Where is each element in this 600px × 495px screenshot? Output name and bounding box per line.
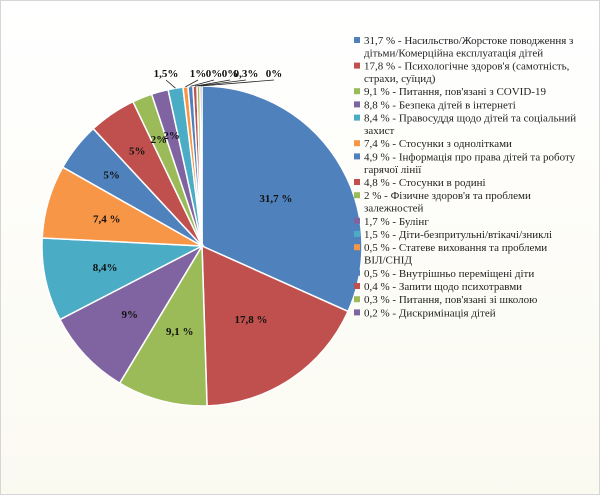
legend-entry: 9,1 % - Питання, пов'язані з COVID-19 <box>364 86 546 98</box>
legend-swatch <box>354 192 360 199</box>
pie-slice <box>118 243 208 407</box>
data-label: 0% <box>222 68 239 80</box>
legend-swatch <box>354 309 360 316</box>
legend-entry: 8,4 % - Правосуддя щодо дітей та соціаль… <box>364 113 576 137</box>
legend-entry: 8,8 % - Безпека дітей в інтернеті <box>364 99 516 111</box>
legend-entry: 4,8 % - Стосунки в родині <box>364 177 486 189</box>
data-label: 2% <box>163 130 180 142</box>
legend: 31,7 % - Насильство/Жорстоке поводження … <box>354 35 576 319</box>
data-label: 7,4 % <box>93 213 121 225</box>
legend-entry: 17,8 % - Психологічне здоров'я (самотніс… <box>364 61 570 85</box>
legend-entry: 0,2 % - Дискримінація дітей <box>364 307 496 319</box>
data-label: 5% <box>103 170 120 182</box>
data-label: 1,5% <box>154 68 179 80</box>
legend-entry: 0,4 % - Запити щодо психотравми <box>364 281 522 293</box>
legend-entry: 0,5 % - Статеве виховання та проблеми ВІЛ… <box>364 242 547 266</box>
data-label: 1% <box>190 68 207 80</box>
legend-entry: 1,7 % - Булінг <box>364 216 429 228</box>
legend-entry: 0,5 % - Внутрішньо переміщені діти <box>364 268 534 280</box>
leader-line <box>198 79 247 87</box>
leader-lines <box>165 79 275 89</box>
leader-line <box>200 79 275 87</box>
data-label: 17,8 % <box>235 314 268 326</box>
pie-slice <box>201 244 350 407</box>
leader-line <box>165 79 176 89</box>
legend-entry: 4,9 % - Інформація про права дітей та ро… <box>364 151 576 175</box>
legend-swatch <box>354 62 360 69</box>
legend-swatch <box>354 37 360 43</box>
legend-swatch <box>354 231 360 237</box>
data-label: 0,3% <box>234 68 259 80</box>
legend-swatch <box>354 88 360 95</box>
data-label: 9% <box>121 309 138 321</box>
pie-slices <box>41 85 363 407</box>
legend-entry: 7,4 % - Стосунки з однолітками <box>364 138 512 150</box>
legend-swatch <box>354 153 360 160</box>
legend-swatch <box>354 179 360 185</box>
leader-line <box>194 79 231 87</box>
legend-swatch <box>354 269 360 276</box>
data-label: 31,7 % <box>259 193 292 205</box>
data-labels: 31,7 % 17,8 % 9,1 % 9% 8,4% 7,4 % 5% 5% 2%2% 1,5%… <box>93 68 293 338</box>
legend-swatch <box>354 114 360 121</box>
legend-entry: 31,7 % - Насильство/Жорстоке поводження … <box>364 35 573 59</box>
leader-line <box>185 79 199 88</box>
data-label: 9,1 % <box>166 326 194 338</box>
legend-swatch <box>354 101 360 108</box>
legend-swatch <box>354 244 360 251</box>
pie-slice <box>58 244 205 385</box>
legend-swatch <box>354 296 360 303</box>
legend-entry: 1,5 % - Діти-безпритульні/втікачі/зниклі <box>364 229 552 241</box>
data-label: 0% <box>266 68 283 80</box>
leader-line <box>190 79 215 87</box>
legend-swatch <box>354 283 360 289</box>
pie-slice <box>41 237 205 321</box>
data-label: 5% <box>129 146 146 158</box>
data-label: 2% <box>151 134 168 146</box>
legend-entry: 2 % - Фізичне здоров'я та проблеми залежн… <box>364 190 531 214</box>
legend-swatch <box>354 217 360 224</box>
legend-entry: 0,3 % - Питання, пов'язані зі школою <box>364 294 537 306</box>
data-label: 0% <box>206 68 223 80</box>
data-label: 8,4% <box>93 262 118 274</box>
legend-swatch <box>354 140 360 147</box>
